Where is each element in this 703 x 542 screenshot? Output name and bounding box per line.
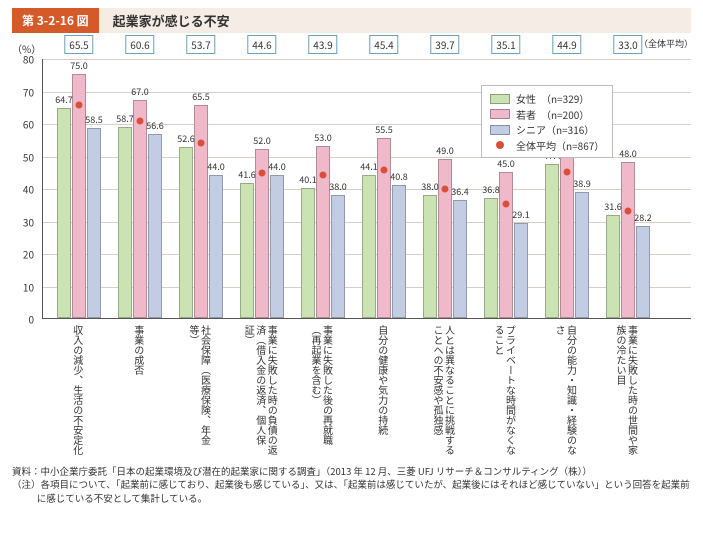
- plot-area: （全体平均） 64.775.058.558.767.056.652.665.54…: [42, 59, 691, 319]
- category-label: プライベートな時間がなくなること: [494, 325, 517, 455]
- bar-value-label: 56.6: [146, 119, 164, 132]
- bar-value-label: 53.0: [314, 131, 332, 144]
- bar-value-label: 38.0: [421, 180, 439, 193]
- category-label: 事業に失敗した後の再就職（再起業を含む）: [311, 325, 334, 455]
- bar-value-label: 64.7: [55, 93, 73, 106]
- category-label: 自分の能力・知識・経験のなさ: [555, 325, 578, 455]
- legend-swatch: [490, 109, 510, 119]
- overall-avg-box: 53.7: [186, 35, 215, 54]
- legend: 女性 （n=329）若者 （n=200）シニア（n=316）全体平均（n=867…: [481, 85, 613, 158]
- chart: （%） （全体平均） 64.775.058.558.767.056.652.66…: [12, 39, 691, 459]
- category-labels: 収入の減少、生活の不安定化 事業の成否 社会保障（医療保険、年金等） 事業に失敗した時…: [42, 323, 691, 459]
- bar-value-label: 44.1: [360, 160, 378, 173]
- category-label: 収入の減少、生活の不安定化: [72, 325, 84, 455]
- category-label: 事業の成否: [133, 325, 145, 455]
- bar-value-label: 40.1: [299, 173, 317, 186]
- legend-swatch: [490, 125, 510, 135]
- y-tick-label: 70: [23, 84, 34, 99]
- overall-avg-note: （全体平均）: [639, 37, 693, 50]
- y-tick-label: 60: [23, 117, 34, 132]
- bar-value-label: 44.0: [268, 160, 286, 173]
- bar-value-label: 55.5: [375, 123, 393, 136]
- y-tick-label: 40: [23, 182, 34, 197]
- bar-value-label: 48.0: [619, 147, 637, 160]
- bar-value-label: 58.7: [116, 112, 134, 125]
- bar-value-label: 52.6: [177, 132, 195, 145]
- bar-value-label: 44.0: [207, 160, 225, 173]
- bar-value-label: 58.5: [85, 113, 103, 126]
- overall-avg-box: 35.1: [491, 35, 520, 54]
- bar-value-label: 41.6: [238, 168, 256, 181]
- bar-value-label: 45.0: [497, 157, 515, 170]
- bar-value-label: 67.0: [131, 85, 149, 98]
- y-tick-label: 80: [23, 52, 34, 67]
- legend-row: 若者 （n=200）: [490, 107, 604, 123]
- y-tick-label: 0: [28, 312, 34, 327]
- overall-avg-box: 65.5: [64, 35, 93, 54]
- bar-value-label: 65.5: [192, 90, 210, 103]
- footnotes: 資料：中小企業庁委託「日本の起業環境及び潜在的起業家に関する調査」（2013 年…: [12, 465, 691, 505]
- overall-avg-box: 45.4: [369, 35, 398, 54]
- figure-number: 第 3-2-16 図: [12, 8, 99, 33]
- bar-value-label: 36.8: [482, 183, 500, 196]
- legend-label: シニア（n=316）: [516, 122, 594, 138]
- overall-avg-box: 60.6: [125, 35, 154, 54]
- legend-label: 女性 （n=329）: [516, 91, 589, 107]
- legend-row: 女性 （n=329）: [490, 91, 604, 107]
- figure-header: 第 3-2-16 図 起業家が感じる不安: [12, 8, 691, 33]
- overall-avg-box: 44.9: [552, 35, 581, 54]
- y-tick-label: 30: [23, 214, 34, 229]
- bar-value-label: 36.4: [451, 185, 469, 198]
- figure-title: 起業家が感じる不安: [99, 8, 691, 33]
- bar-value-label: 40.8: [390, 170, 408, 183]
- bar-value-label: 52.0: [253, 134, 271, 147]
- legend-row: シニア（n=316）: [490, 122, 604, 138]
- bar-value-label: 75.0: [70, 59, 88, 72]
- legend-row: 全体平均（n=867）: [490, 138, 604, 154]
- bar-value-label: 38.9: [573, 177, 591, 190]
- category-label: 社会保障（医療保険、年金等）: [189, 325, 212, 455]
- bar-value-label: 28.2: [634, 211, 652, 224]
- y-tick-label: 50: [23, 149, 34, 164]
- overall-avg-box: 44.6: [247, 35, 276, 54]
- bar-value-label: 38.0: [329, 180, 347, 193]
- category-label: 人とは異なることに挑戦することへの不安感や孤独感: [433, 325, 456, 455]
- category-label: 事業に失敗した時の負債の返済（借入金の返済、個人保証）: [244, 325, 279, 455]
- footnote-line: 資料：中小企業庁委託「日本の起業環境及び潜在的起業家に関する調査」（2013 年…: [12, 465, 691, 478]
- overall-avg-box: 43.9: [308, 35, 337, 54]
- legend-label: 若者 （n=200）: [516, 107, 589, 123]
- bar-value-label: 49.0: [436, 144, 454, 157]
- overall-avg-box: 33.0: [613, 35, 642, 54]
- legend-label: 全体平均（n=867）: [516, 138, 604, 154]
- legend-dot: [496, 141, 504, 149]
- bar-value-label: 31.6: [604, 200, 622, 213]
- bar-value-label: 29.1: [512, 208, 530, 221]
- y-tick-label: 20: [23, 247, 34, 262]
- y-axis: 01020304050607080: [12, 59, 38, 459]
- category-label: 事業に失敗した時の世間や家族の冷たい目: [616, 325, 639, 455]
- y-tick-label: 10: [23, 279, 34, 294]
- category-label: 自分の健康や気力の持続: [377, 325, 389, 455]
- footnote-line: （注）各項目について、「起業前に感じており、起業後も感じている」、又は、「起業前…: [12, 478, 691, 505]
- overall-avg-box: 39.7: [430, 35, 459, 54]
- legend-swatch: [490, 94, 510, 104]
